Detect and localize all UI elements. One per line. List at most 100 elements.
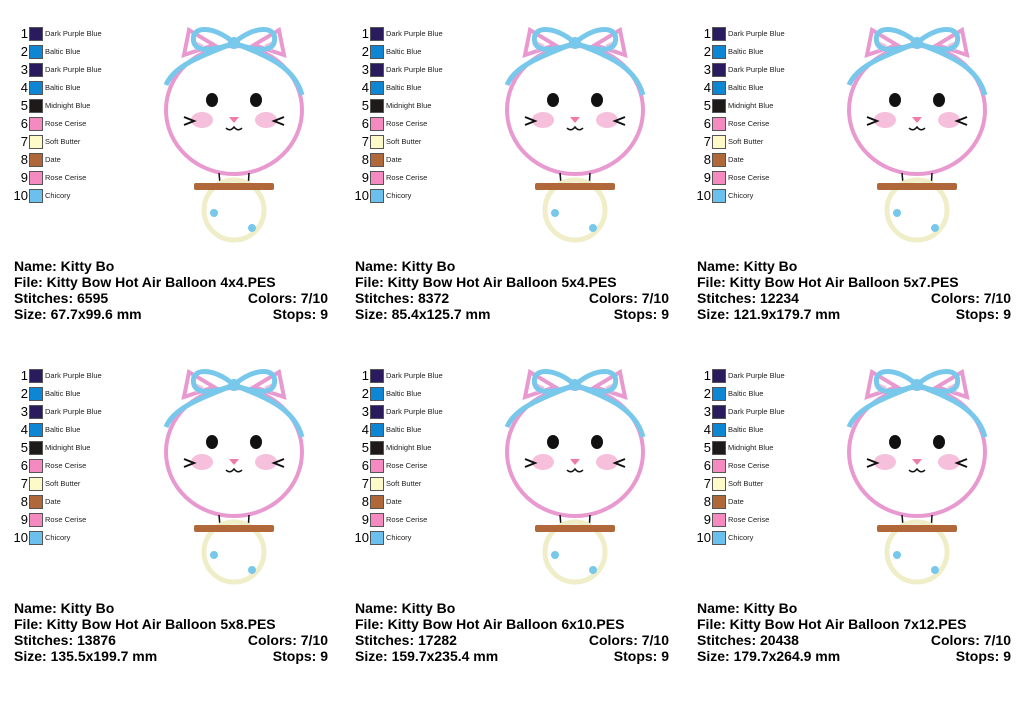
- thread-number: 10: [354, 530, 369, 545]
- thread-color-row: 7 Soft Butter: [14, 475, 144, 493]
- thread-color-row: 7 Soft Butter: [697, 475, 827, 493]
- thread-number: 7: [361, 134, 369, 149]
- thread-color-row: 6 Rose Cerise: [697, 457, 827, 475]
- thread-color-row: 4 Baltic Blue: [697, 79, 827, 97]
- color-swatch: [29, 135, 43, 149]
- thread-name: Rose Cerise: [728, 515, 770, 524]
- design-colors: Colors: 7/10: [247, 290, 328, 306]
- thread-name: Baltic Blue: [386, 389, 422, 398]
- design-info: Name: Kitty Bo File: Kitty Bow Hot Air B…: [14, 600, 328, 664]
- thread-color-row: 2 Baltic Blue: [697, 385, 827, 403]
- thread-number: 5: [20, 440, 28, 455]
- thread-number: 7: [703, 134, 711, 149]
- color-swatch: [370, 45, 384, 59]
- thread-name: Baltic Blue: [45, 425, 81, 434]
- color-swatch: [712, 441, 726, 455]
- thread-number: 9: [361, 512, 369, 527]
- thread-number: 10: [13, 530, 28, 545]
- color-swatch: [712, 135, 726, 149]
- thread-color-row: 8 Date: [14, 493, 144, 511]
- thread-name: Baltic Blue: [45, 83, 81, 92]
- thread-color-row: 1 Dark Purple Blue: [14, 367, 144, 385]
- thread-color-row: 8 Date: [355, 151, 485, 169]
- thread-name: Dark Purple Blue: [45, 407, 102, 416]
- thread-color-row: 10 Chicory: [14, 187, 144, 205]
- color-swatch: [712, 117, 726, 131]
- thread-color-row: 4 Baltic Blue: [697, 421, 827, 439]
- design-name: Name: Kitty Bo: [355, 258, 456, 274]
- thread-number: 4: [20, 422, 28, 437]
- thread-number: 4: [361, 80, 369, 95]
- thread-name: Chicory: [45, 533, 71, 542]
- thread-number: 4: [703, 422, 711, 437]
- thread-color-row: 6 Rose Cerise: [355, 457, 485, 475]
- thread-name: Soft Butter: [45, 137, 81, 146]
- color-swatch: [712, 513, 726, 527]
- color-swatch: [370, 495, 384, 509]
- design-panel: 1 Dark Purple Blue 2 Baltic Blue 3 Dark …: [697, 367, 1017, 667]
- design-info: Name: Kitty Bo File: Kitty Bow Hot Air B…: [355, 258, 669, 322]
- thread-name: Dark Purple Blue: [386, 371, 443, 380]
- color-swatch: [370, 387, 384, 401]
- design-colors: Colors: 7/10: [930, 290, 1011, 306]
- thread-color-row: 10 Chicory: [697, 529, 827, 547]
- thread-number: 9: [703, 512, 711, 527]
- color-swatch: [712, 477, 726, 491]
- design-file: File: Kitty Bow Hot Air Balloon 5x8.PES: [14, 616, 276, 632]
- design-panel: 1 Dark Purple Blue 2 Baltic Blue 3 Dark …: [14, 367, 334, 667]
- thread-color-row: 5 Midnight Blue: [14, 97, 144, 115]
- thread-name: Date: [386, 497, 402, 506]
- thread-color-row: 2 Baltic Blue: [14, 385, 144, 403]
- design-stops: Stops: 9: [613, 648, 669, 664]
- thread-name: Dark Purple Blue: [386, 407, 443, 416]
- kitty-balloon-embroidery-image: [846, 368, 988, 585]
- color-swatch: [29, 63, 43, 77]
- color-swatch: [370, 369, 384, 383]
- thread-color-row: 5 Midnight Blue: [355, 97, 485, 115]
- thread-color-row: 9 Rose Cerise: [14, 511, 144, 529]
- design-info: Name: Kitty Bo File: Kitty Bow Hot Air B…: [14, 258, 328, 322]
- thread-name: Chicory: [45, 191, 71, 200]
- color-swatch: [712, 189, 726, 203]
- design-file: File: Kitty Bow Hot Air Balloon 7x12.PES: [697, 616, 967, 632]
- thread-number: 9: [20, 170, 28, 185]
- thread-name: Date: [728, 155, 744, 164]
- thread-number: 10: [13, 188, 28, 203]
- kitty-balloon-embroidery-image: [504, 368, 646, 585]
- color-swatch: [29, 45, 43, 59]
- thread-number: 2: [20, 386, 28, 401]
- color-swatch: [370, 405, 384, 419]
- thread-number: 6: [703, 458, 711, 473]
- thread-name: Soft Butter: [728, 137, 764, 146]
- thread-number: 3: [20, 62, 28, 77]
- thread-number: 9: [703, 170, 711, 185]
- thread-color-row: 2 Baltic Blue: [355, 43, 485, 61]
- thread-number: 3: [703, 62, 711, 77]
- color-swatch: [29, 369, 43, 383]
- color-swatch: [370, 423, 384, 437]
- thread-number: 7: [20, 476, 28, 491]
- color-swatch: [29, 441, 43, 455]
- color-swatch: [712, 459, 726, 473]
- thread-color-row: 4 Baltic Blue: [14, 79, 144, 97]
- thread-name: Soft Butter: [45, 479, 81, 488]
- thread-name: Baltic Blue: [728, 425, 764, 434]
- thread-color-row: 7 Soft Butter: [355, 133, 485, 151]
- thread-color-row: 5 Midnight Blue: [697, 97, 827, 115]
- thread-name: Midnight Blue: [45, 101, 91, 110]
- thread-name: Midnight Blue: [386, 101, 432, 110]
- color-swatch: [29, 531, 43, 545]
- design-colors: Colors: 7/10: [588, 632, 669, 648]
- thread-color-row: 8 Date: [14, 151, 144, 169]
- thread-number: 6: [20, 458, 28, 473]
- design-name: Name: Kitty Bo: [14, 258, 115, 274]
- thread-name: Chicory: [728, 191, 754, 200]
- color-swatch: [712, 369, 726, 383]
- thread-name: Chicory: [728, 533, 754, 542]
- design-file: File: Kitty Bow Hot Air Balloon 5x7.PES: [697, 274, 959, 290]
- thread-name: Soft Butter: [386, 479, 422, 488]
- color-swatch: [29, 153, 43, 167]
- design-stops: Stops: 9: [955, 648, 1011, 664]
- thread-name: Dark Purple Blue: [45, 29, 102, 38]
- thread-name: Rose Cerise: [386, 461, 428, 470]
